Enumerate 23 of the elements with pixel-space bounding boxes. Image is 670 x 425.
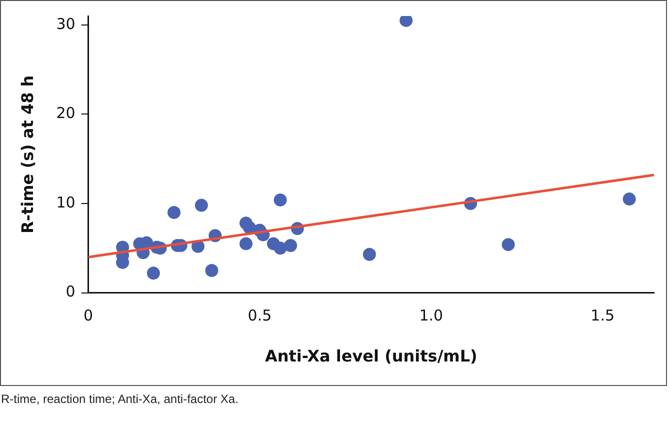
x-tick-label: 1.5 — [590, 306, 614, 325]
x-tick-label: 0.5 — [248, 306, 272, 325]
text: R-time, reaction time; Anti-Xa, anti-factor Xa. — [1, 392, 238, 406]
y-axis-title: R-time (s) at 48 h — [18, 75, 37, 234]
x-tick-label: 0 — [84, 306, 94, 325]
x-tick-label: 1.0 — [419, 306, 444, 325]
point — [274, 242, 287, 255]
y-tick-label: 10 — [56, 193, 76, 212]
point — [205, 264, 218, 277]
point — [146, 266, 160, 280]
point — [240, 237, 252, 250]
point — [400, 16, 413, 27]
point — [168, 206, 180, 219]
point — [194, 198, 208, 212]
x-axis-title: Anti-Xa level (units/mL) — [264, 346, 478, 366]
point — [362, 248, 376, 261]
point — [284, 238, 298, 252]
point — [274, 193, 287, 206]
point — [622, 192, 636, 206]
y-tick-label: 0 — [66, 282, 76, 301]
y-tick-label: 30 — [56, 14, 76, 33]
y-tick-label: 20 — [56, 104, 76, 122]
point — [502, 238, 515, 252]
